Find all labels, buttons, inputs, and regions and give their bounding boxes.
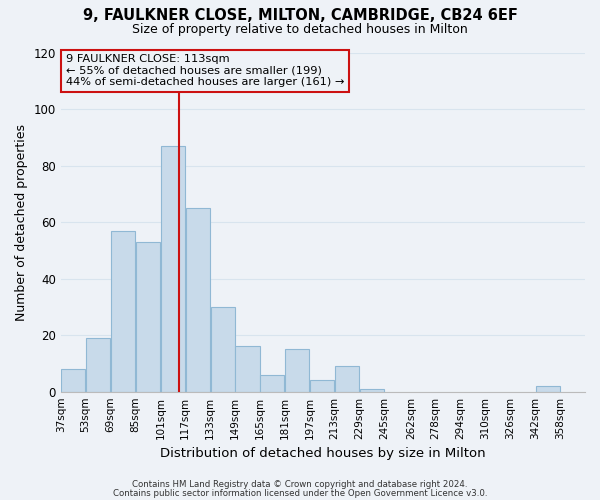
Text: 9, FAULKNER CLOSE, MILTON, CAMBRIDGE, CB24 6EF: 9, FAULKNER CLOSE, MILTON, CAMBRIDGE, CB… (83, 8, 517, 22)
Bar (335, 366, 359, 392)
Y-axis label: Number of detached properties: Number of detached properties (15, 124, 28, 320)
Text: 9 FAULKNER CLOSE: 113sqm
← 55% of detached houses are smaller (199)
44% of semi-: 9 FAULKNER CLOSE: 113sqm ← 55% of detach… (66, 54, 344, 88)
Bar (536, 386, 560, 392)
Bar (86, 338, 110, 392)
Text: Contains public sector information licensed under the Open Government Licence v3: Contains public sector information licen… (113, 489, 487, 498)
Bar (235, 346, 260, 392)
Text: Contains HM Land Registry data © Crown copyright and database right 2024.: Contains HM Land Registry data © Crown c… (132, 480, 468, 489)
Text: Size of property relative to detached houses in Milton: Size of property relative to detached ho… (132, 22, 468, 36)
Bar (260, 374, 284, 392)
Bar (136, 242, 160, 392)
Bar (161, 146, 185, 392)
Bar (285, 350, 309, 392)
Bar (360, 389, 384, 392)
X-axis label: Distribution of detached houses by size in Milton: Distribution of detached houses by size … (160, 447, 486, 460)
Bar (211, 307, 235, 392)
Bar (310, 380, 334, 392)
Bar (111, 230, 135, 392)
Bar (61, 369, 85, 392)
Bar (185, 208, 210, 392)
